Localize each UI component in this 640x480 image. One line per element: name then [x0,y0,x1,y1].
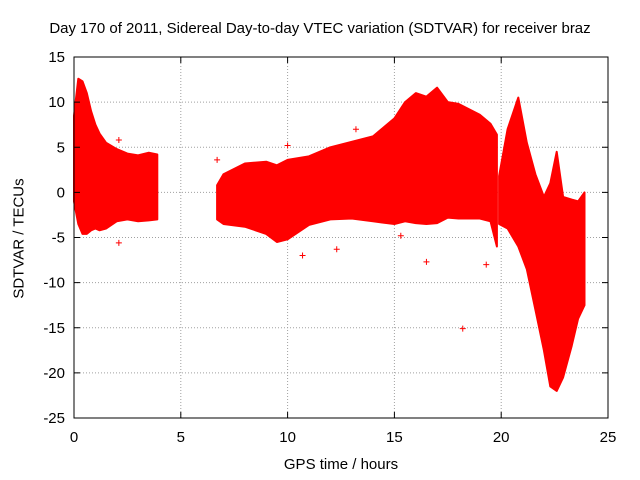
x-tick-label: 25 [600,429,617,446]
y-tick-label: -5 [52,230,65,247]
data-point-marker [423,258,430,265]
x-tick-label: 10 [279,429,296,446]
y-tick-label: 5 [57,139,65,156]
data-layer [73,77,586,392]
data-point-marker [352,126,359,133]
y-tick-label: -15 [43,320,65,337]
x-axis-label: GPS time / hours [283,456,399,473]
axis-ticks [73,56,609,419]
data-point-marker [115,239,122,246]
y-tick-label: -20 [43,365,65,382]
data-point-marker [333,246,340,253]
tick-labels: 0 5 10 15 20 25 -25 -20 -15 -10 -5 0 5 10 15 [43,49,616,446]
data-point-marker [459,170,466,177]
data-band-20-24h [498,96,586,392]
y-tick-label: -25 [43,410,65,427]
data-point-marker [214,156,221,163]
y-tick-label: 0 [57,184,65,201]
y-tick-label: -10 [43,275,65,292]
data-band-0-4h [73,77,159,235]
x-tick-label: 0 [70,429,78,446]
data-band-7-20h [216,86,498,248]
x-tick-label: 15 [386,429,403,446]
data-point-marker [284,142,291,149]
data-point-marker [483,261,490,268]
x-tick-label: 5 [177,429,185,446]
x-tick-label: 20 [493,429,510,446]
y-tick-label: 10 [48,94,65,111]
data-point-marker [115,137,122,144]
y-tick-label: 15 [48,49,65,66]
chart-title: Day 170 of 2011, Sidereal Day-to-day VTE… [49,20,591,37]
data-point-marker [397,232,404,239]
data-point-marker [459,325,466,332]
data-point-marker [299,252,306,259]
